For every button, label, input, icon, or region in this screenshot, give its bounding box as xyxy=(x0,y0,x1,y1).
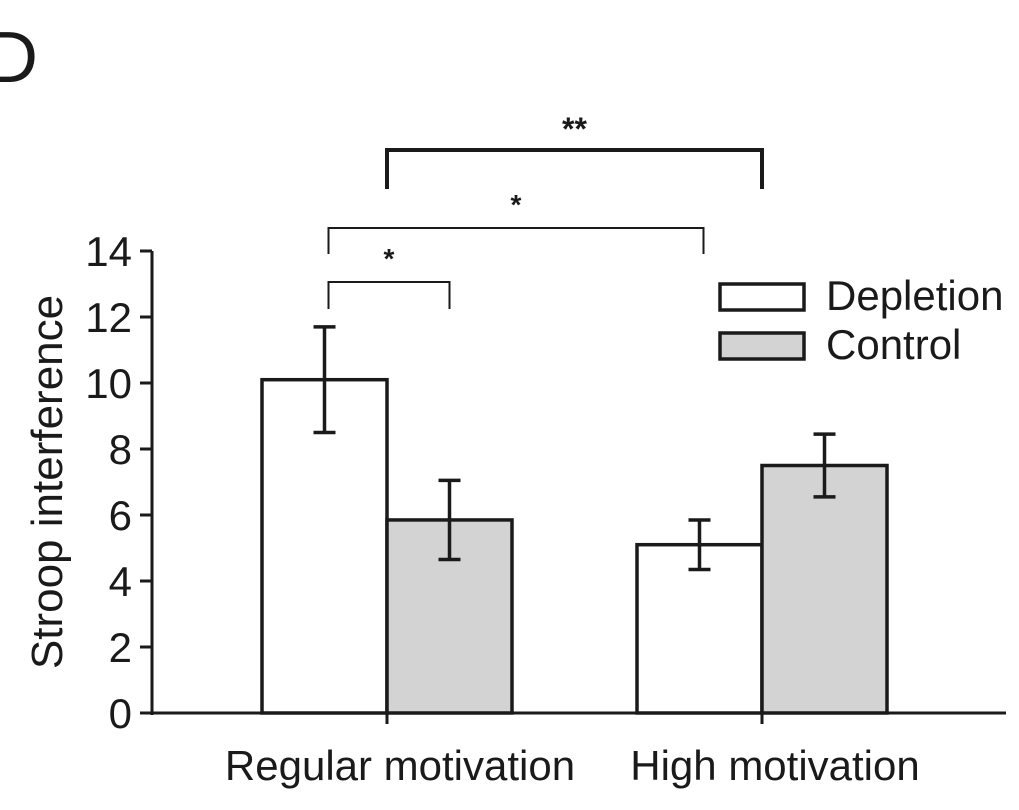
bar-depletion xyxy=(260,377,389,715)
panel-letter: D xyxy=(0,18,38,98)
legend-swatch-control xyxy=(718,331,806,361)
legend-swatch-depletion xyxy=(718,282,806,312)
category-label: High motivation xyxy=(630,742,919,789)
x-axis: Regular motivation High motivation xyxy=(152,711,1006,789)
legend-label-depletion: Depletion xyxy=(826,272,1003,319)
significance-label: ** xyxy=(562,111,587,147)
bars xyxy=(260,377,889,715)
y-tick-label: 12 xyxy=(85,294,132,341)
y-tick-label: 0 xyxy=(109,690,132,737)
significance-brackets: **** xyxy=(327,111,764,309)
y-tick-label: 10 xyxy=(85,360,132,407)
y-axis-title: Stroop interference xyxy=(23,295,72,669)
y-tick-label: 4 xyxy=(109,558,132,605)
legend-label-control: Control xyxy=(826,321,961,368)
y-tick-label: 2 xyxy=(109,624,132,671)
significance-bracket xyxy=(327,227,705,254)
y-tick-label: 14 xyxy=(85,228,132,275)
y-axis: 0 2 4 6 8 10 12 14 xyxy=(85,228,154,737)
y-tick-label: 8 xyxy=(109,426,132,473)
significance-label: * xyxy=(384,243,395,274)
y-tick-label: 6 xyxy=(109,492,132,539)
bar-control xyxy=(760,463,889,715)
significance-bracket xyxy=(385,148,764,189)
error-bars xyxy=(313,325,836,572)
significance-label: * xyxy=(511,189,522,220)
significance-bracket xyxy=(327,281,451,309)
category-label: Regular motivation xyxy=(225,742,575,789)
